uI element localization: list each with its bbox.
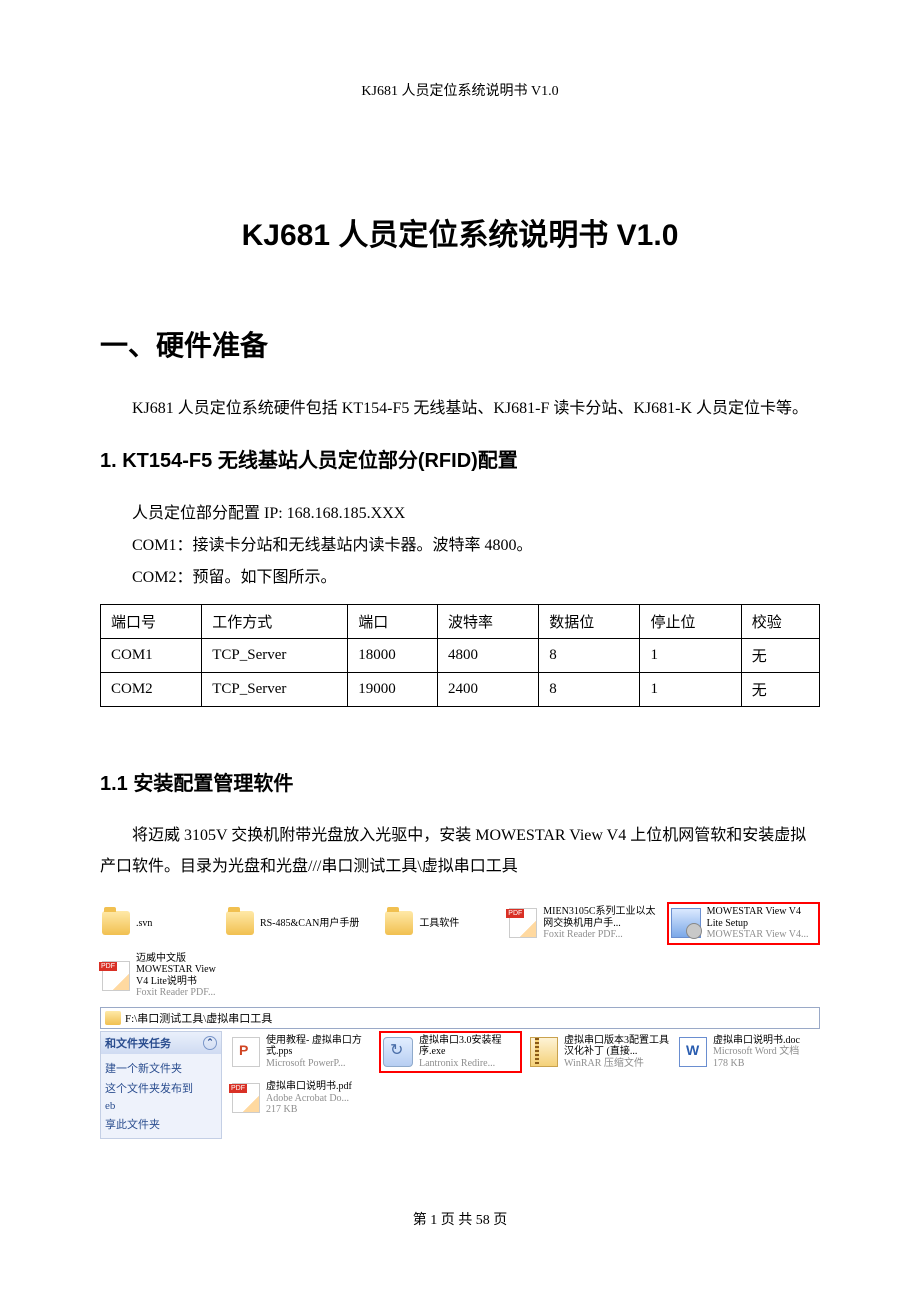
task-link[interactable]: 享此文件夹	[105, 1114, 217, 1134]
file-item[interactable]: 使用教程- 虚拟串口方式.ppsMicrosoft PowerP...	[230, 1031, 373, 1074]
file-name: 迈威中文版MOWESTAR View V4 Lite说明书	[136, 953, 216, 988]
config-com1-line: COM1：接读卡分站和无线基站内读卡器。波特率 4800。	[132, 530, 820, 562]
file-meta: MOWESTAR View V4...	[707, 929, 816, 941]
task-title-text: 和文件夹任务	[105, 1035, 171, 1051]
task-link[interactable]: 这个文件夹发布到	[105, 1078, 217, 1098]
file-name: 虚拟串口说明书.doc	[713, 1035, 800, 1047]
file-item[interactable]: .svn	[100, 902, 218, 945]
file-name: RS-485&CAN用户手册	[260, 918, 359, 930]
task-link[interactable]: eb	[105, 1098, 217, 1114]
file-meta: Microsoft PowerP...	[266, 1058, 371, 1070]
page-footer: 第 1 页 共 58 页	[100, 1209, 820, 1229]
path-text: F:\串口测试工具\虚拟串口工具	[125, 1010, 272, 1026]
file-item-highlighted[interactable]: MOWESTAR View V4 Lite SetupMOWESTAR View…	[667, 902, 820, 945]
file-name: 工具软件	[419, 918, 459, 930]
intro-paragraph: KJ681 人员定位系统硬件包括 KT154-F5 无线基站、KJ681-F 读…	[100, 394, 820, 424]
th-parity: 校验	[741, 605, 819, 639]
subsection-heading-1: 1. KT154-F5 无线基站人员定位部分(RFID)配置	[100, 444, 820, 473]
td: 4800	[437, 639, 538, 673]
port-config-table: 端口号 工作方式 端口 波特率 数据位 停止位 校验 COM1 TCP_Serv…	[100, 604, 820, 707]
folder-icon	[102, 911, 130, 935]
table-row: COM2 TCP_Server 19000 2400 8 1 无	[101, 673, 820, 707]
config-block: 人员定位部分配置 IP: 168.168.185.XXX COM1：接读卡分站和…	[132, 498, 820, 594]
file-name: 虚拟串口说明书.pdf	[266, 1081, 352, 1093]
pdf-icon	[102, 961, 130, 991]
folder-icon	[385, 911, 413, 935]
table-row: COM1 TCP_Server 18000 4800 8 1 无	[101, 639, 820, 673]
td: 无	[741, 673, 819, 707]
pps-icon	[232, 1037, 260, 1067]
td: COM2	[101, 673, 202, 707]
task-pane-title: 和文件夹任务 ⌃	[101, 1032, 221, 1054]
th-stopbits: 停止位	[640, 605, 741, 639]
setup-icon	[671, 908, 701, 938]
pdf-icon	[232, 1083, 260, 1113]
exe-icon	[383, 1037, 413, 1067]
file-name: .svn	[136, 918, 152, 930]
collapse-icon[interactable]: ⌃	[203, 1036, 217, 1050]
file-meta: Foxit Reader PDF...	[136, 987, 216, 999]
file-name: MOWESTAR View V4 Lite Setup	[707, 906, 816, 929]
file-name: 虚拟串口3.0安装程序.exe	[419, 1035, 518, 1058]
file-item[interactable]: RS-485&CAN用户手册	[224, 902, 377, 945]
file-item[interactable]: 虚拟串口说明书.pdfAdobe Acrobat Do...217 KB	[230, 1079, 373, 1118]
td: 2400	[437, 673, 538, 707]
file-size: 217 KB	[266, 1104, 352, 1116]
td: TCP_Server	[202, 673, 348, 707]
file-meta: Adobe Acrobat Do...	[266, 1093, 352, 1105]
folder-icon	[226, 911, 254, 935]
table-header-row: 端口号 工作方式 端口 波特率 数据位 停止位 校验	[101, 605, 820, 639]
task-pane: 和文件夹任务 ⌃ 建一个新文件夹 这个文件夹发布到 eb 享此文件夹	[100, 1031, 222, 1139]
file-item[interactable]: 工具软件	[383, 902, 501, 945]
file-item-highlighted[interactable]: 虚拟串口3.0安装程序.exeLantronix Redire...	[379, 1031, 522, 1074]
file-size: 178 KB	[713, 1058, 800, 1070]
page-header: KJ681 人员定位系统说明书 V1.0	[100, 80, 820, 100]
td: COM1	[101, 639, 202, 673]
file-name: MIEN3105C系列工业以太网交换机用户手...	[543, 906, 658, 929]
file-item[interactable]: MIEN3105C系列工业以太网交换机用户手...Foxit Reader PD…	[507, 902, 660, 945]
rar-icon	[530, 1037, 558, 1067]
th-mode: 工作方式	[202, 605, 348, 639]
file-grid: 使用教程- 虚拟串口方式.ppsMicrosoft PowerP... 虚拟串口…	[230, 1031, 820, 1118]
file-meta: Microsoft Word 文档	[713, 1046, 800, 1058]
doc-icon	[679, 1037, 707, 1067]
file-name: 使用教程- 虚拟串口方式.pps	[266, 1035, 371, 1058]
td: 8	[539, 639, 640, 673]
section-heading-1: 一、硬件准备	[100, 324, 820, 364]
file-meta: Lantronix Redire...	[419, 1058, 518, 1070]
file-item[interactable]: 虚拟串口说明书.docMicrosoft Word 文档178 KB	[677, 1031, 820, 1074]
config-com2-line: COM2：预留。如下图所示。	[132, 562, 820, 594]
subsection-1-1-heading: 1.1 安装配置管理软件	[100, 767, 820, 796]
td: 无	[741, 639, 819, 673]
td: 18000	[348, 639, 438, 673]
file-meta: WinRAR 压缩文件	[564, 1058, 669, 1070]
pdf-icon	[509, 908, 537, 938]
address-bar[interactable]: F:\串口测试工具\虚拟串口工具	[100, 1007, 820, 1029]
file-row-1: .svn RS-485&CAN用户手册 工具软件 MIEN3105C系列工业以太…	[100, 902, 820, 1001]
th-port-no: 端口号	[101, 605, 202, 639]
file-meta: Foxit Reader PDF...	[543, 929, 658, 941]
file-item[interactable]: 迈威中文版MOWESTAR View V4 Lite说明书Foxit Reade…	[100, 951, 218, 1001]
config-ip-line: 人员定位部分配置 IP: 168.168.185.XXX	[132, 498, 820, 530]
th-databits: 数据位	[539, 605, 640, 639]
td: TCP_Server	[202, 639, 348, 673]
document-title: KJ681 人员定位系统说明书 V1.0	[100, 210, 820, 254]
td: 1	[640, 673, 741, 707]
file-name: 虚拟串口版本3配置工具汉化补丁 (直接...	[564, 1035, 669, 1058]
folder-icon	[105, 1011, 121, 1025]
install-para: 将迈威 3105V 交换机附带光盘放入光驱中，安装 MOWESTAR View …	[100, 821, 820, 882]
td: 1	[640, 639, 741, 673]
th-baud: 波特率	[437, 605, 538, 639]
explorer-screenshot: F:\串口测试工具\虚拟串口工具 和文件夹任务 ⌃ 建一个新文件夹 这个文件夹发…	[100, 1007, 820, 1139]
td: 8	[539, 673, 640, 707]
th-port: 端口	[348, 605, 438, 639]
file-item[interactable]: 虚拟串口版本3配置工具汉化补丁 (直接...WinRAR 压缩文件	[528, 1031, 671, 1074]
task-link[interactable]: 建一个新文件夹	[105, 1058, 217, 1078]
td: 19000	[348, 673, 438, 707]
